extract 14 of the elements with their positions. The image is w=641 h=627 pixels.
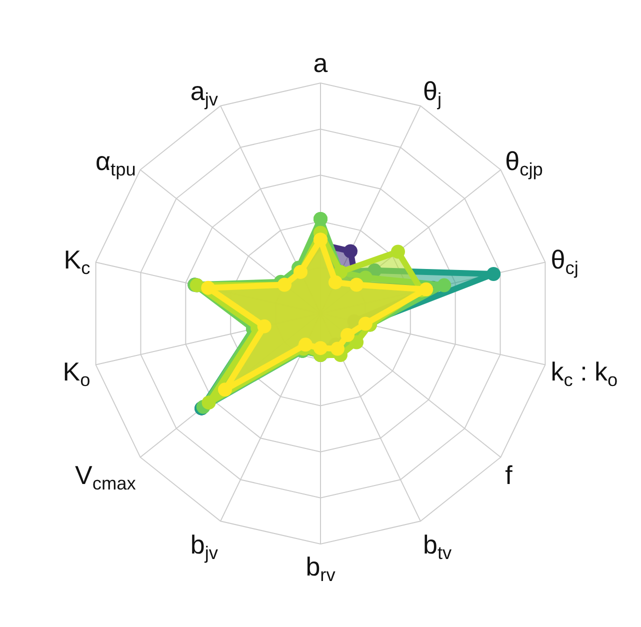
spoke-label: K$_{o}$: [62, 356, 90, 390]
spoke-label: b$_{tv}$: [422, 530, 453, 564]
spoke-label: a: [313, 48, 328, 78]
spoke-label: θ$_{cj}$: [550, 244, 578, 278]
spoke-label: f: [505, 460, 514, 490]
spoke-label: b$_{rv}$: [306, 552, 336, 586]
spoke-label: V$_{cmax}$: [75, 460, 136, 494]
spoke-label: θ$_{cjp}$: [505, 146, 543, 180]
spoke-label: α$_{tpu}$: [96, 146, 136, 180]
spoke-label: K$_{c}$: [64, 244, 90, 278]
spoke-label: θ$_{j}$: [422, 76, 442, 110]
spoke-label: a$_{jv}$: [190, 76, 219, 110]
spoke-label: b$_{jv}$: [190, 530, 219, 564]
spoke-label: k$_{c}$ : k$_{o}$: [550, 356, 618, 390]
